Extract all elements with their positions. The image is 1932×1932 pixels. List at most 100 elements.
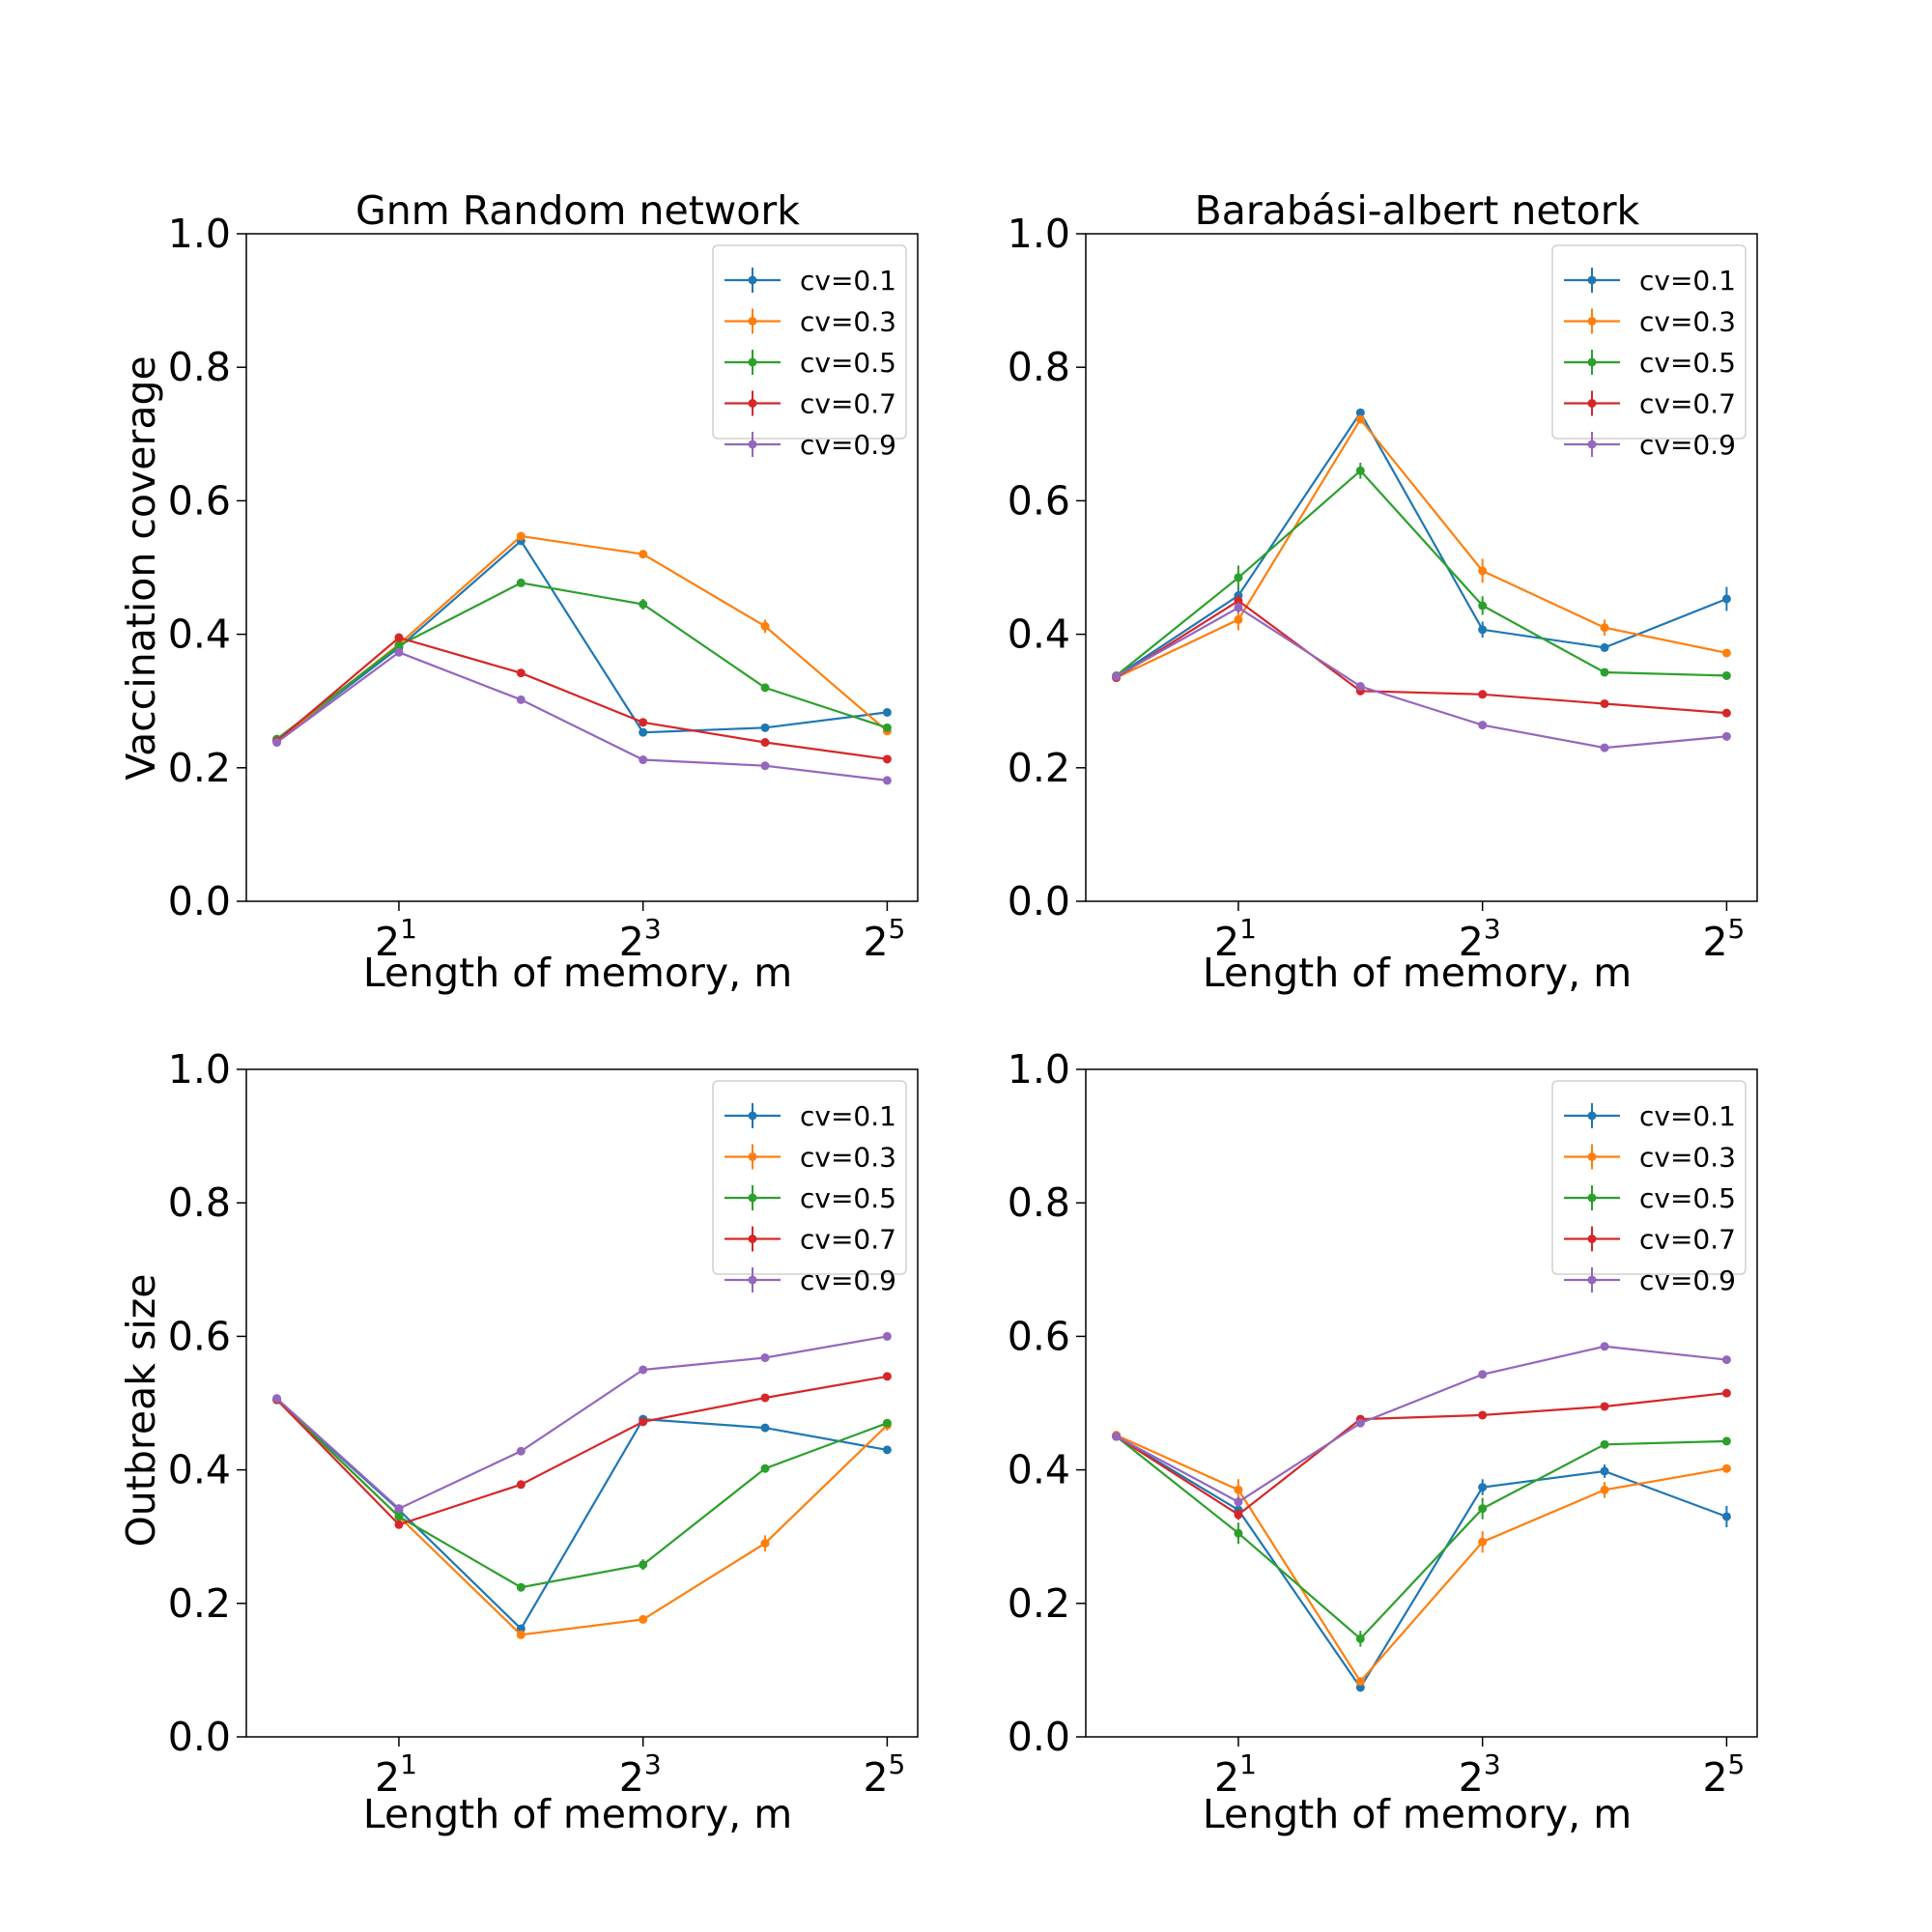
legend-entry: cv=0.1 xyxy=(724,1100,896,1132)
data-point xyxy=(639,600,648,610)
series-line xyxy=(1116,606,1727,750)
legend-label: cv=0.1 xyxy=(800,265,896,297)
data-point xyxy=(1478,1537,1488,1547)
legend-box xyxy=(1551,1080,1747,1275)
data-point xyxy=(1478,566,1488,576)
y-tick-label: 0.0 xyxy=(1008,1714,1070,1760)
data-point xyxy=(1721,594,1731,604)
data-point xyxy=(1721,1388,1731,1398)
data-point xyxy=(1478,625,1488,635)
series-line xyxy=(1115,469,1727,677)
data-point xyxy=(760,723,770,732)
series-line xyxy=(1115,1435,1727,1640)
legend-entry: cv=0.9 xyxy=(1564,1264,1736,1296)
legend-swatch-marker xyxy=(1587,1111,1597,1121)
data-point xyxy=(1112,671,1122,681)
axes-frame xyxy=(245,1068,919,1738)
y-tick-label: 0.0 xyxy=(168,1714,231,1760)
series-line xyxy=(1116,1435,1727,1690)
legend-entry: cv=0.3 xyxy=(724,1142,896,1174)
data-point xyxy=(882,1331,892,1341)
axes-frame xyxy=(245,233,919,902)
x-tick-base: 2 xyxy=(1214,1754,1239,1801)
data-point xyxy=(639,727,648,737)
series-line xyxy=(1116,599,1727,715)
series-cv=0.5 xyxy=(272,1395,892,1592)
y-tick-label: 1.0 xyxy=(1008,1046,1070,1093)
data-point xyxy=(882,1418,892,1428)
series-line xyxy=(1115,411,1727,678)
x-tick-exponent: 5 xyxy=(1728,1748,1746,1780)
legend-entry: cv=0.9 xyxy=(1564,429,1736,461)
x-tick-label: 25 xyxy=(1702,913,1745,965)
series-line xyxy=(275,1335,888,1511)
y-tick-label: 1.0 xyxy=(168,1046,231,1093)
legend-entry: cv=0.3 xyxy=(724,306,896,338)
data-point xyxy=(760,1353,770,1363)
y-axis-label: Vaccination coverage xyxy=(118,355,164,781)
y-tick-label: 0.0 xyxy=(1008,878,1070,924)
series-cv=0.3 xyxy=(1112,1431,1731,1687)
legend-label: cv=0.5 xyxy=(1639,1182,1736,1214)
y-tick-label: 0.6 xyxy=(168,1313,231,1359)
x-tick-exponent: 3 xyxy=(1484,1748,1501,1780)
legend-label: cv=0.7 xyxy=(1639,388,1736,420)
legend-label: cv=0.9 xyxy=(800,429,896,461)
x-tick-base: 2 xyxy=(619,1754,644,1801)
legend-entry: cv=0.7 xyxy=(724,388,896,420)
legend-label: cv=0.7 xyxy=(800,1224,896,1256)
series-cv=0.9 xyxy=(1112,1342,1731,1508)
data-point xyxy=(1234,573,1243,582)
y-tick-label: 1.0 xyxy=(168,211,231,257)
legend-entry: cv=0.3 xyxy=(1564,306,1736,338)
x-tick-label: 21 xyxy=(1214,913,1257,965)
x-tick-exponent: 1 xyxy=(400,1748,417,1780)
legend-swatch-marker xyxy=(748,1193,757,1203)
data-point xyxy=(760,1393,770,1403)
x-tick-base: 2 xyxy=(1702,919,1727,965)
data-point xyxy=(882,754,892,764)
data-point xyxy=(882,707,892,717)
legend-label: cv=0.3 xyxy=(800,1142,896,1174)
data-point xyxy=(1234,614,1243,624)
series-cv=0.9 xyxy=(272,1331,892,1514)
x-axis-label: Length of memory, m xyxy=(363,950,792,996)
x-tick-label: 25 xyxy=(863,1748,905,1801)
y-tick-label: 0.4 xyxy=(168,611,231,658)
legend-entry: cv=0.5 xyxy=(1564,347,1736,379)
data-point xyxy=(639,550,648,559)
data-point xyxy=(516,1582,526,1592)
y-tick-label: 0.4 xyxy=(1008,1447,1070,1493)
legend-box xyxy=(712,1080,907,1275)
data-point xyxy=(1478,1483,1488,1492)
x-tick-base: 2 xyxy=(1702,1754,1727,1801)
series-line xyxy=(275,1399,888,1589)
legend-label: cv=0.5 xyxy=(800,347,896,379)
x-tick-exponent: 5 xyxy=(889,1748,906,1780)
series-cv=0.9 xyxy=(272,647,892,785)
x-tick-base: 2 xyxy=(1459,1754,1484,1801)
data-point xyxy=(1234,596,1243,606)
x-tick-base: 2 xyxy=(619,919,644,965)
legend-swatch-marker xyxy=(748,357,757,367)
data-point xyxy=(272,738,282,748)
legend-entry: cv=0.3 xyxy=(1564,1142,1736,1174)
legend-swatch-marker xyxy=(748,1111,757,1121)
y-tick-label: 0.2 xyxy=(1008,745,1070,791)
data-point xyxy=(272,1394,282,1404)
legend-entry: cv=0.7 xyxy=(1564,1224,1736,1256)
data-point xyxy=(1355,1677,1365,1687)
data-point xyxy=(1600,698,1609,708)
series-line xyxy=(275,636,888,760)
data-point xyxy=(1112,1432,1122,1441)
data-point xyxy=(1478,601,1488,611)
y-tick-label: 0.2 xyxy=(168,745,231,791)
legend-entry: cv=0.7 xyxy=(1564,388,1736,420)
series-line xyxy=(1116,1434,1727,1684)
vaccination-coverage-ba-panel: Barabási-albert netork Length of memory,… xyxy=(1008,187,1758,996)
x-tick-exponent: 1 xyxy=(1239,1748,1257,1780)
legend-label: cv=0.9 xyxy=(800,1264,896,1296)
legend-label: cv=0.5 xyxy=(1639,347,1736,379)
legend-entry: cv=0.9 xyxy=(724,429,896,461)
data-point xyxy=(760,1463,770,1473)
